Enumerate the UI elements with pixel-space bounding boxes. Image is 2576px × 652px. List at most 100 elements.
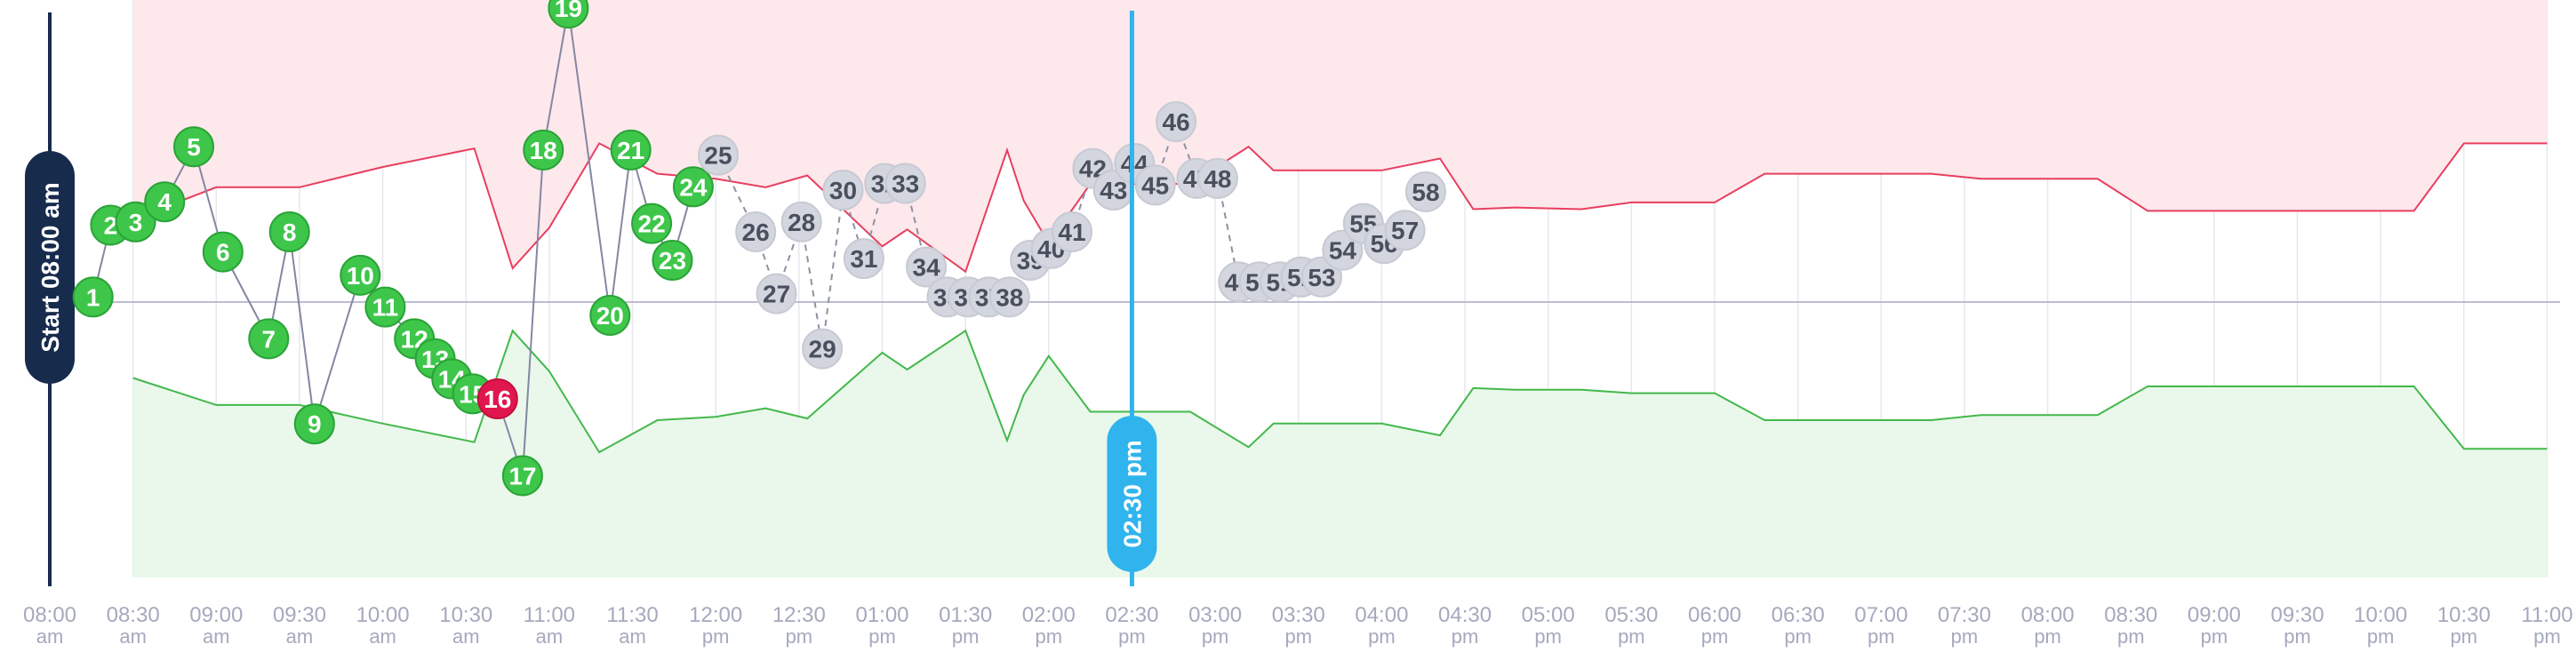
data-point[interactable]: 17: [501, 455, 543, 497]
connector-line: [542, 7, 570, 151]
data-point-label: 34: [913, 254, 941, 282]
data-point[interactable]: 11: [364, 286, 406, 328]
x-tick-ampm: pm: [2451, 625, 2478, 648]
data-point[interactable]: 4: [144, 181, 186, 223]
data-point[interactable]: 40: [1030, 227, 1072, 269]
data-point[interactable]: 22: [631, 203, 673, 244]
x-tick-ampm: pm: [868, 625, 896, 648]
data-point[interactable]: 21: [610, 129, 652, 171]
data-point[interactable]: 58: [1405, 171, 1446, 212]
data-point-label: 58: [1412, 179, 1439, 206]
x-tick-time: 08:00: [23, 603, 76, 627]
data-point-marker: [780, 201, 822, 243]
start-pill[interactable]: [25, 151, 75, 384]
x-tick-ampm: pm: [1951, 625, 1979, 648]
data-point-label: 20: [596, 302, 624, 330]
data-point-marker: [756, 273, 797, 314]
data-point-marker: [1196, 157, 1238, 199]
data-point-label: 4: [157, 188, 172, 216]
x-tick-time: 12:00: [689, 603, 742, 627]
data-point[interactable]: 45: [1134, 164, 1176, 206]
data-point-label: 53: [1308, 264, 1335, 291]
x-tick-time: 02:30: [1105, 603, 1158, 627]
data-point-label: 16: [484, 386, 511, 413]
data-point[interactable]: 34: [906, 246, 948, 288]
data-point[interactable]: 9: [293, 403, 335, 445]
data-points: 12 34567891011121314151617181920212223242…: [72, 0, 1446, 497]
data-point[interactable]: 16: [476, 378, 518, 419]
x-tick-time: 09:00: [189, 603, 243, 627]
current-time-marker: 02:30 pm: [1107, 11, 1157, 586]
x-tick-ampm: am: [286, 625, 314, 648]
data-point-marker: [589, 295, 631, 336]
data-point-marker: [202, 231, 244, 273]
data-point[interactable]: 30: [822, 170, 864, 211]
x-tick-time: 10:30: [2437, 603, 2491, 627]
data-point[interactable]: 27: [756, 273, 797, 314]
data-point[interactable]: 46: [1156, 101, 1197, 142]
data-point-marker: [268, 211, 310, 252]
data-point[interactable]: 5: [173, 126, 214, 168]
data-point-label: 7: [262, 325, 276, 353]
x-tick-ampm: pm: [1368, 625, 1396, 648]
data-point[interactable]: 33: [884, 163, 926, 204]
x-tick-ampm: pm: [786, 625, 813, 648]
data-point[interactable]: 18: [523, 129, 564, 171]
data-point-marker: [802, 328, 844, 370]
connector-line: [521, 149, 545, 476]
x-tick-time: 07:00: [1854, 603, 1908, 627]
data-point[interactable]: 24: [672, 166, 714, 208]
x-tick-ampm: pm: [702, 625, 730, 648]
data-point[interactable]: 53: [1301, 256, 1342, 298]
data-point[interactable]: 48: [1196, 157, 1238, 199]
x-tick-time: 10:00: [2354, 603, 2407, 627]
x-tick-ampm: am: [536, 625, 564, 648]
data-point-label: 46: [1163, 108, 1190, 136]
data-point-label: 19: [555, 0, 582, 22]
data-point[interactable]: 28: [780, 201, 822, 243]
x-tick-ampm: pm: [1118, 625, 1146, 648]
data-point[interactable]: 20: [589, 295, 631, 336]
data-point-marker: [340, 254, 381, 296]
data-point[interactable]: 8: [268, 211, 310, 252]
data-point[interactable]: 25: [698, 134, 739, 176]
x-tick-time: 04:30: [1438, 603, 1492, 627]
data-point[interactable]: 38: [988, 276, 1030, 318]
data-point[interactable]: 29: [802, 328, 844, 370]
x-tick-time: 12:30: [772, 603, 826, 627]
x-tick-ampm: pm: [952, 625, 980, 648]
data-point-marker: [672, 166, 714, 208]
data-point-label: 3: [129, 209, 143, 236]
x-tick-time: 05:00: [1522, 603, 1575, 627]
data-point[interactable]: 26: [735, 211, 777, 252]
data-point[interactable]: 6: [202, 231, 244, 273]
data-point-marker: [115, 201, 156, 243]
data-point[interactable]: 7: [248, 318, 290, 360]
data-point[interactable]: 57: [1384, 210, 1426, 251]
data-point[interactable]: 19: [548, 0, 589, 29]
data-point[interactable]: 41: [1052, 211, 1092, 252]
data-point-label: 17: [508, 463, 536, 490]
data-point[interactable]: 12: [394, 318, 436, 360]
x-tick-ampm: pm: [1534, 625, 1562, 648]
data-point-label: 41: [1058, 219, 1085, 246]
data-point-label: 48: [1204, 165, 1231, 193]
data-point[interactable]: 23: [652, 240, 693, 281]
data-point[interactable]: 10: [340, 254, 381, 296]
data-point[interactable]: 3: [115, 201, 156, 243]
data-point-label: 18: [530, 137, 557, 164]
x-tick-ampm: pm: [2117, 625, 2145, 648]
x-tick-ampm: am: [36, 625, 64, 648]
data-point[interactable]: 31: [843, 238, 884, 280]
data-point[interactable]: 1: [72, 276, 114, 318]
current-time-pill[interactable]: [1107, 416, 1157, 572]
